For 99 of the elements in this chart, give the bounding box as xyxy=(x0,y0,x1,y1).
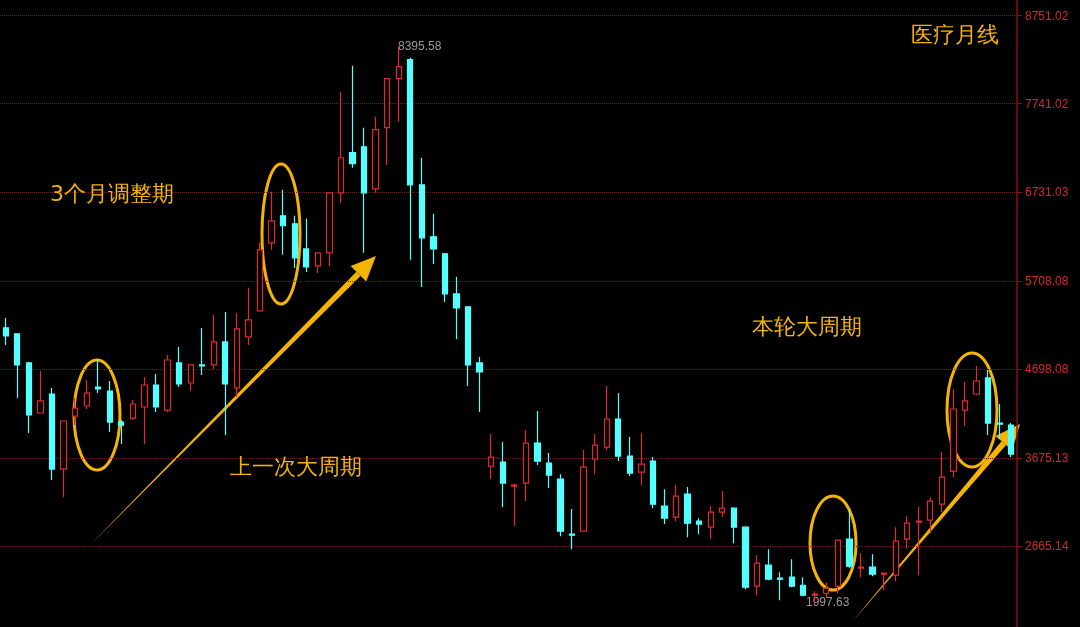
candlestick xyxy=(59,420,68,498)
candlestick xyxy=(880,572,888,591)
candlestick xyxy=(152,373,160,413)
candlestick xyxy=(533,410,542,466)
candlestick xyxy=(464,306,472,387)
candlestick xyxy=(938,451,946,513)
candlestick xyxy=(764,548,773,581)
candlestick xyxy=(926,496,934,534)
candlestick xyxy=(672,484,680,522)
candlestick xyxy=(487,433,495,480)
candlestick xyxy=(788,558,796,588)
candlestick xyxy=(845,509,854,569)
y-tick-label: 3675.13 xyxy=(1025,451,1069,466)
candlestick xyxy=(892,526,900,582)
candlestick xyxy=(614,392,622,462)
y-tick-label: 6731.03 xyxy=(1025,184,1069,199)
candlestick xyxy=(406,57,414,261)
candlestick xyxy=(522,429,530,502)
candlestick xyxy=(36,370,45,414)
candlestick xyxy=(221,311,229,436)
candlestick xyxy=(556,473,565,537)
candlestick xyxy=(903,515,911,549)
candlestick xyxy=(475,356,484,413)
candlestick xyxy=(718,490,726,518)
candlestick xyxy=(187,364,195,392)
candlestick xyxy=(695,517,703,535)
candlestick xyxy=(591,433,599,475)
candlestick xyxy=(210,314,218,370)
candlestick xyxy=(291,215,299,269)
candlestick xyxy=(984,369,992,436)
candlestick xyxy=(256,242,264,312)
candlestick xyxy=(429,213,438,265)
annotation: 1997.63 xyxy=(806,595,850,609)
candlestick xyxy=(25,361,33,434)
y-tick-label: 2665.14 xyxy=(1025,539,1069,554)
candlestick xyxy=(603,385,611,451)
candlestick xyxy=(868,553,877,577)
candlestick xyxy=(972,365,981,396)
candlestick xyxy=(302,218,310,273)
candlestick xyxy=(510,483,518,527)
candlestick xyxy=(499,441,507,508)
candlestick xyxy=(244,287,253,346)
candlestick xyxy=(452,276,461,340)
candlestick xyxy=(129,399,137,421)
candlestick xyxy=(233,312,241,398)
candlestick xyxy=(649,456,657,509)
candlestick xyxy=(741,525,750,590)
candlestick xyxy=(949,388,958,478)
candlestick xyxy=(198,327,206,376)
annotation: 本轮大周期 xyxy=(752,313,862,339)
candlestick xyxy=(568,508,576,550)
candlestick xyxy=(117,419,125,445)
candlestick xyxy=(637,432,646,486)
candlestick xyxy=(279,189,287,256)
candlestick xyxy=(834,539,842,594)
annotation: 8395.58 xyxy=(398,39,442,53)
candlestick xyxy=(418,157,426,288)
annotation: 上一次大周期 xyxy=(230,453,362,479)
candlestick xyxy=(2,317,10,346)
candlestick xyxy=(857,552,865,578)
candlestick xyxy=(140,376,149,445)
y-tick-label: 5708.08 xyxy=(1025,273,1069,288)
candlestick xyxy=(915,506,923,576)
candlestick xyxy=(348,65,357,169)
candlestick xyxy=(325,192,334,267)
candlestick xyxy=(267,191,276,251)
candlestick xyxy=(314,252,322,274)
candlestick xyxy=(660,488,669,525)
candlestick xyxy=(48,387,56,481)
candlestick xyxy=(175,346,183,388)
candlestick xyxy=(996,403,1004,440)
candlestick xyxy=(707,505,715,540)
candlestick xyxy=(441,252,449,303)
candlestick xyxy=(730,506,738,544)
candlestick xyxy=(683,486,692,538)
candlestick xyxy=(799,576,807,597)
candlestick xyxy=(822,581,830,599)
y-tick-label: 4698.08 xyxy=(1025,362,1069,377)
candlestick xyxy=(776,571,784,601)
candlestick xyxy=(579,449,588,532)
text: 医疗月线 xyxy=(911,21,999,47)
candlestick xyxy=(545,452,553,489)
candlestick xyxy=(71,397,79,426)
candlestick xyxy=(83,379,91,410)
candlestick xyxy=(626,436,634,477)
candlestick xyxy=(1007,422,1015,458)
candlestick xyxy=(94,358,102,394)
annotation: 3个月调整期 xyxy=(50,180,174,206)
candlestick xyxy=(961,381,969,427)
y-tick-label: 7741.02 xyxy=(1025,96,1069,111)
y-tick-label: 8751.02 xyxy=(1025,8,1069,23)
candlestick xyxy=(371,116,380,194)
candlestick xyxy=(383,78,391,166)
candlestick xyxy=(753,554,761,596)
candlestick xyxy=(13,332,21,399)
candlestick xyxy=(106,380,114,433)
candlestick xyxy=(163,354,172,413)
candlestick xyxy=(337,91,345,204)
candlestick xyxy=(360,127,368,254)
